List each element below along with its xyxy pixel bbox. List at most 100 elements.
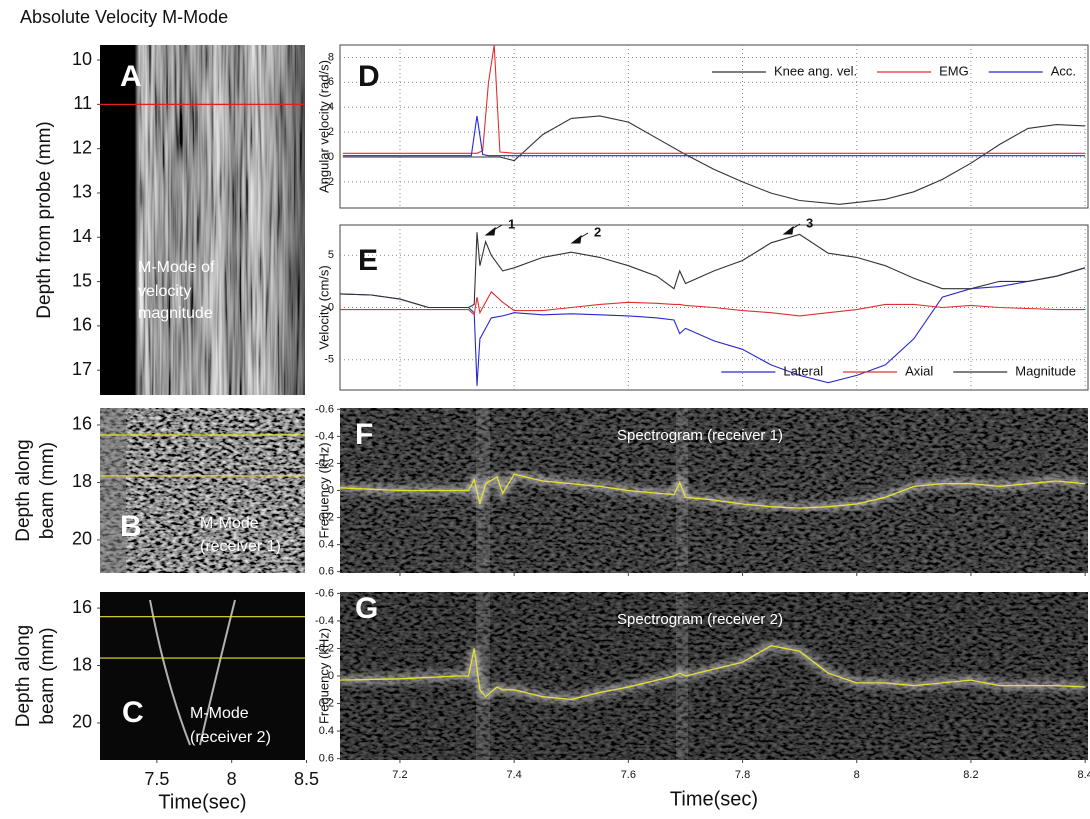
y-tick-label: 11 <box>73 93 92 113</box>
legend-label: Lateral <box>783 363 823 378</box>
y-tick-label: 20 <box>72 529 92 549</box>
y-tick-label: 18 <box>72 654 92 674</box>
y-axis-label: Depth along <box>13 625 34 727</box>
legend-label: Magnitude <box>1015 363 1076 378</box>
series-line <box>340 645 1086 701</box>
y-tick-label: -5 <box>324 354 334 366</box>
y-axis-label: beam (mm) <box>37 442 58 539</box>
panel: 16 18 20 7.5 8 8.5 Time(sec) Depth along beam (m… <box>13 597 319 813</box>
x-tick-label: 7.2 <box>392 769 407 781</box>
panel-letter: C <box>122 696 144 729</box>
series-line <box>342 115 1086 205</box>
legend-label: Knee ang. vel. <box>774 63 857 78</box>
y-tick-label: 2 <box>328 126 334 138</box>
panel-letter: B <box>120 510 142 543</box>
series-line <box>342 45 1086 154</box>
x-tick-label: 7.6 <box>621 769 636 781</box>
y-tick-label: 0 <box>328 301 334 313</box>
y-tick-label: 14 <box>72 226 92 246</box>
y-tick-label: 0.6 <box>319 566 334 578</box>
figure-title: Absolute Velocity M-Mode <box>20 7 228 27</box>
y-tick-label: 0 <box>328 484 334 496</box>
y-axis-label: beam (mm) <box>37 627 58 724</box>
panel: 10 11 12 13 14 15 16 17 Depth from probe (mm) M-M… <box>34 49 305 379</box>
panel-letter: G <box>355 592 378 625</box>
y-tick-label: -0.4 <box>315 615 334 627</box>
panel-title: Spectrogram (receiver 1) <box>617 427 783 444</box>
panel: 16 18 20 Depth along beam (mm) M-Mode (receive… <box>13 414 305 555</box>
panel-title: Spectrogram (receiver 2) <box>617 611 783 628</box>
annotation-label: 3 <box>806 215 813 230</box>
image-annotation: M-Mode of <box>138 259 215 276</box>
x-tick-label: 7.5 <box>144 769 169 789</box>
annotation-label: 1 <box>508 216 515 231</box>
plot-area <box>339 44 1089 209</box>
panel: -0.6 -0.4 -0.2 0 0.2 0.4 0.6 Frequency (kHz) Spe… <box>315 403 1086 578</box>
series-line <box>342 115 1086 157</box>
y-axis-label: Depth along <box>13 439 34 541</box>
series-line <box>340 232 1086 309</box>
texture <box>476 592 490 760</box>
image-annotation: (receiver 1) <box>200 538 281 555</box>
y-tick-label: -0.4 <box>315 430 334 442</box>
annotation-arrow <box>782 223 801 235</box>
y-tick-label: 13 <box>72 182 92 202</box>
y-tick-label: 10 <box>72 49 92 69</box>
y-tick-label: 20 <box>72 712 92 732</box>
y-tick-label: -0.6 <box>315 403 334 415</box>
legend-label: Acc. <box>1051 63 1076 78</box>
y-tick-label: 0.4 <box>319 725 334 737</box>
y-tick-label: 0 <box>328 151 334 163</box>
panel-letter: A <box>120 60 142 93</box>
y-tick-label: -2 <box>324 176 334 188</box>
y-tick-label: -0.2 <box>315 457 334 469</box>
texture <box>100 408 126 573</box>
image-annotation: M-Mode <box>200 515 259 532</box>
y-tick-label: 6 <box>328 76 334 88</box>
legend-label: Axial <box>905 363 933 378</box>
legend-label: EMG <box>939 63 969 78</box>
y-tick-label: 0.4 <box>319 539 334 551</box>
panel-letter: E <box>358 244 378 277</box>
y-axis-label: Frequency (kHz) <box>316 628 331 724</box>
series-group <box>340 232 1086 386</box>
x-tick-label: 7.4 <box>507 769 522 781</box>
y-tick-label: 5 <box>328 249 334 261</box>
x-tick-label: 8.4 <box>1077 769 1090 781</box>
y-axis-label: Frequency (kHz) <box>316 442 331 538</box>
y-tick-label: 16 <box>72 414 92 434</box>
panel: -5 0 5 Velocity (cm/s) Magnitude Axial Lateral… <box>316 215 1089 391</box>
panel-letter: F <box>355 418 373 451</box>
image-annotation: M-Mode <box>190 705 249 722</box>
y-tick-label: 4 <box>328 101 334 113</box>
texture <box>100 45 305 395</box>
mmode-a <box>100 45 305 395</box>
y-axis-label: Angular velocity (rad/s) <box>316 60 331 193</box>
y-tick-label: -0.6 <box>315 587 334 599</box>
x-tick-label: 8.5 <box>294 769 319 789</box>
y-tick-label: 0.2 <box>319 697 334 709</box>
x-tick-label: 8 <box>854 769 860 781</box>
x-tick-label: 8.2 <box>963 769 978 781</box>
series-line <box>340 473 1086 509</box>
y-tick-label: -0.2 <box>315 642 334 654</box>
x-tick-label: 8 <box>227 769 237 789</box>
annotation-arrow <box>484 224 503 236</box>
texture <box>149 599 236 746</box>
y-tick-label: 12 <box>72 137 92 157</box>
x-axis-label: Time(sec) <box>158 791 246 813</box>
y-tick-label: 16 <box>72 597 92 617</box>
series-group <box>340 469 1086 512</box>
y-tick-label: 8 <box>328 51 334 63</box>
image-annotation: magnitude <box>138 305 213 322</box>
y-tick-label: 17 <box>72 359 92 379</box>
y-tick-label: 0.2 <box>319 511 334 523</box>
panel-letter: D <box>358 60 380 93</box>
image-annotation: velocity <box>138 283 191 300</box>
y-tick-label: 0.6 <box>319 753 334 765</box>
y-tick-label: 18 <box>72 471 92 491</box>
mmode-c <box>100 592 305 760</box>
y-tick-label: 15 <box>72 270 92 290</box>
